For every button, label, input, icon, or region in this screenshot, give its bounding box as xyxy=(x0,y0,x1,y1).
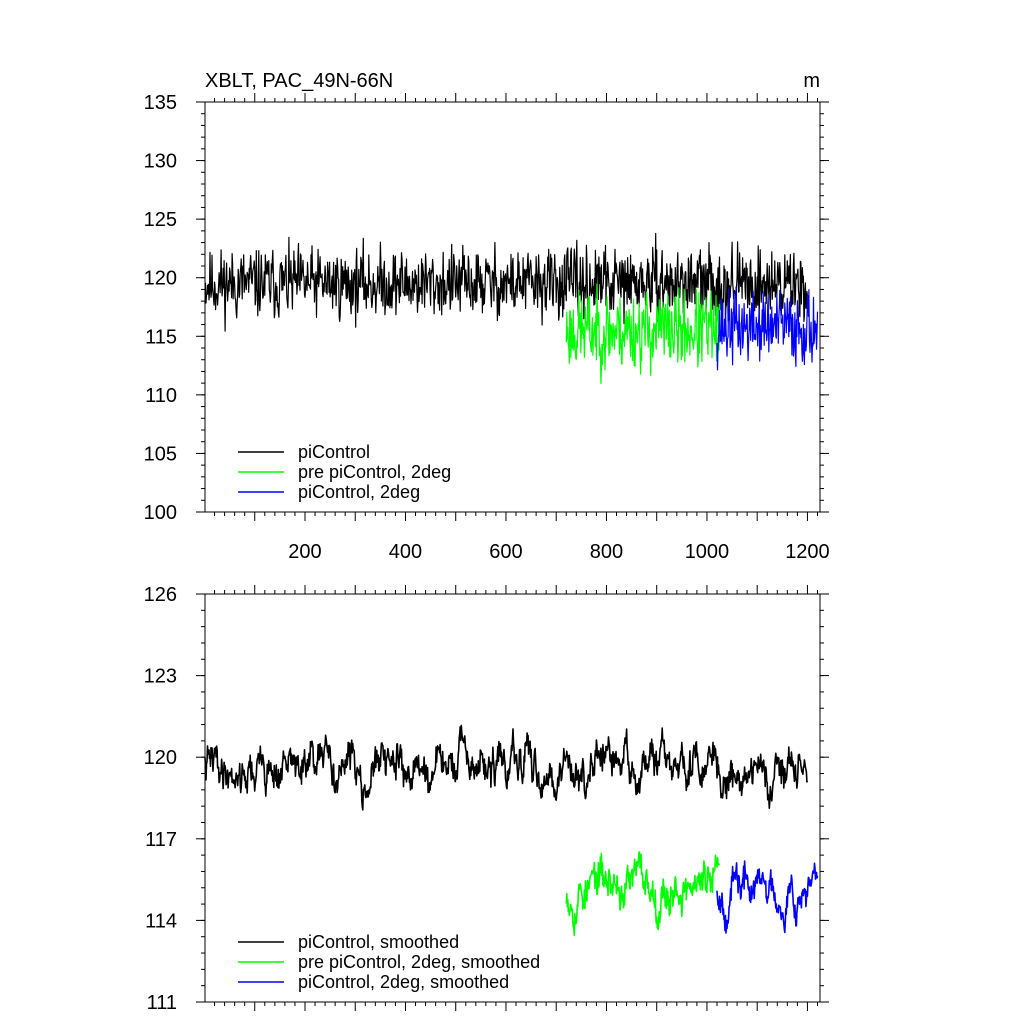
y-tick-label: 120 xyxy=(144,268,177,290)
x-tick-label: 1200 xyxy=(785,541,830,563)
axis-ticks: 200 400 600 800 1000 1200 100 105 110 115 120 125 13… xyxy=(144,92,830,563)
y-tick-label: 117 xyxy=(145,829,177,851)
y-tick-label: 126 xyxy=(144,584,177,606)
y-tick-label: 105 xyxy=(144,443,177,465)
y-tick-label: 135 xyxy=(144,92,177,114)
x-tick-label: 800 xyxy=(590,541,623,563)
y-tick-label: 115 xyxy=(145,326,177,348)
legend-label: piControl, 2deg xyxy=(298,482,420,502)
plot-frame xyxy=(204,101,821,513)
series-lines xyxy=(204,232,819,384)
series-line xyxy=(716,286,819,371)
axis-ticks: 111 114 117 120 123 126 xyxy=(144,584,829,1014)
series-line xyxy=(716,860,819,934)
x-tick-label: 1000 xyxy=(685,541,730,563)
legend-label: piControl, smoothed xyxy=(298,932,459,952)
series-line xyxy=(565,283,721,384)
y-tick-label: 123 xyxy=(144,666,177,688)
top-panel: XBLT, PAC_49N-66N m 200 400 600 800 1000 1200… xyxy=(144,70,830,563)
series-line xyxy=(565,851,721,937)
y-tick-label: 110 xyxy=(145,385,177,407)
plot-frame xyxy=(204,593,821,1003)
y-tick-label: 114 xyxy=(145,910,177,932)
legend-label: piControl xyxy=(298,442,370,462)
x-tick-label: 200 xyxy=(288,541,321,563)
series-line xyxy=(204,232,808,332)
y-tick-label: 111 xyxy=(147,992,177,1014)
y-tick-label: 125 xyxy=(144,209,177,231)
x-tick-label: 600 xyxy=(489,541,522,563)
legend-label: pre piControl, 2deg xyxy=(298,462,451,482)
units-label: m xyxy=(803,70,820,92)
bottom-panel: 111 114 117 120 123 126 piControl, smoothedpr… xyxy=(144,584,829,1014)
panel-title: XBLT, PAC_49N-66N xyxy=(205,70,393,92)
series-line xyxy=(204,724,809,811)
plot-border xyxy=(204,101,821,513)
legend-label: pre piControl, 2deg, smoothed xyxy=(298,952,540,972)
y-tick-label: 120 xyxy=(144,747,177,769)
y-tick-label: 100 xyxy=(144,502,177,524)
x-tick-label: 400 xyxy=(389,541,422,563)
legend-label: piControl, 2deg, smoothed xyxy=(298,972,509,992)
series-lines xyxy=(204,724,819,937)
plot-border xyxy=(204,593,821,1003)
y-tick-label: 130 xyxy=(144,151,177,173)
